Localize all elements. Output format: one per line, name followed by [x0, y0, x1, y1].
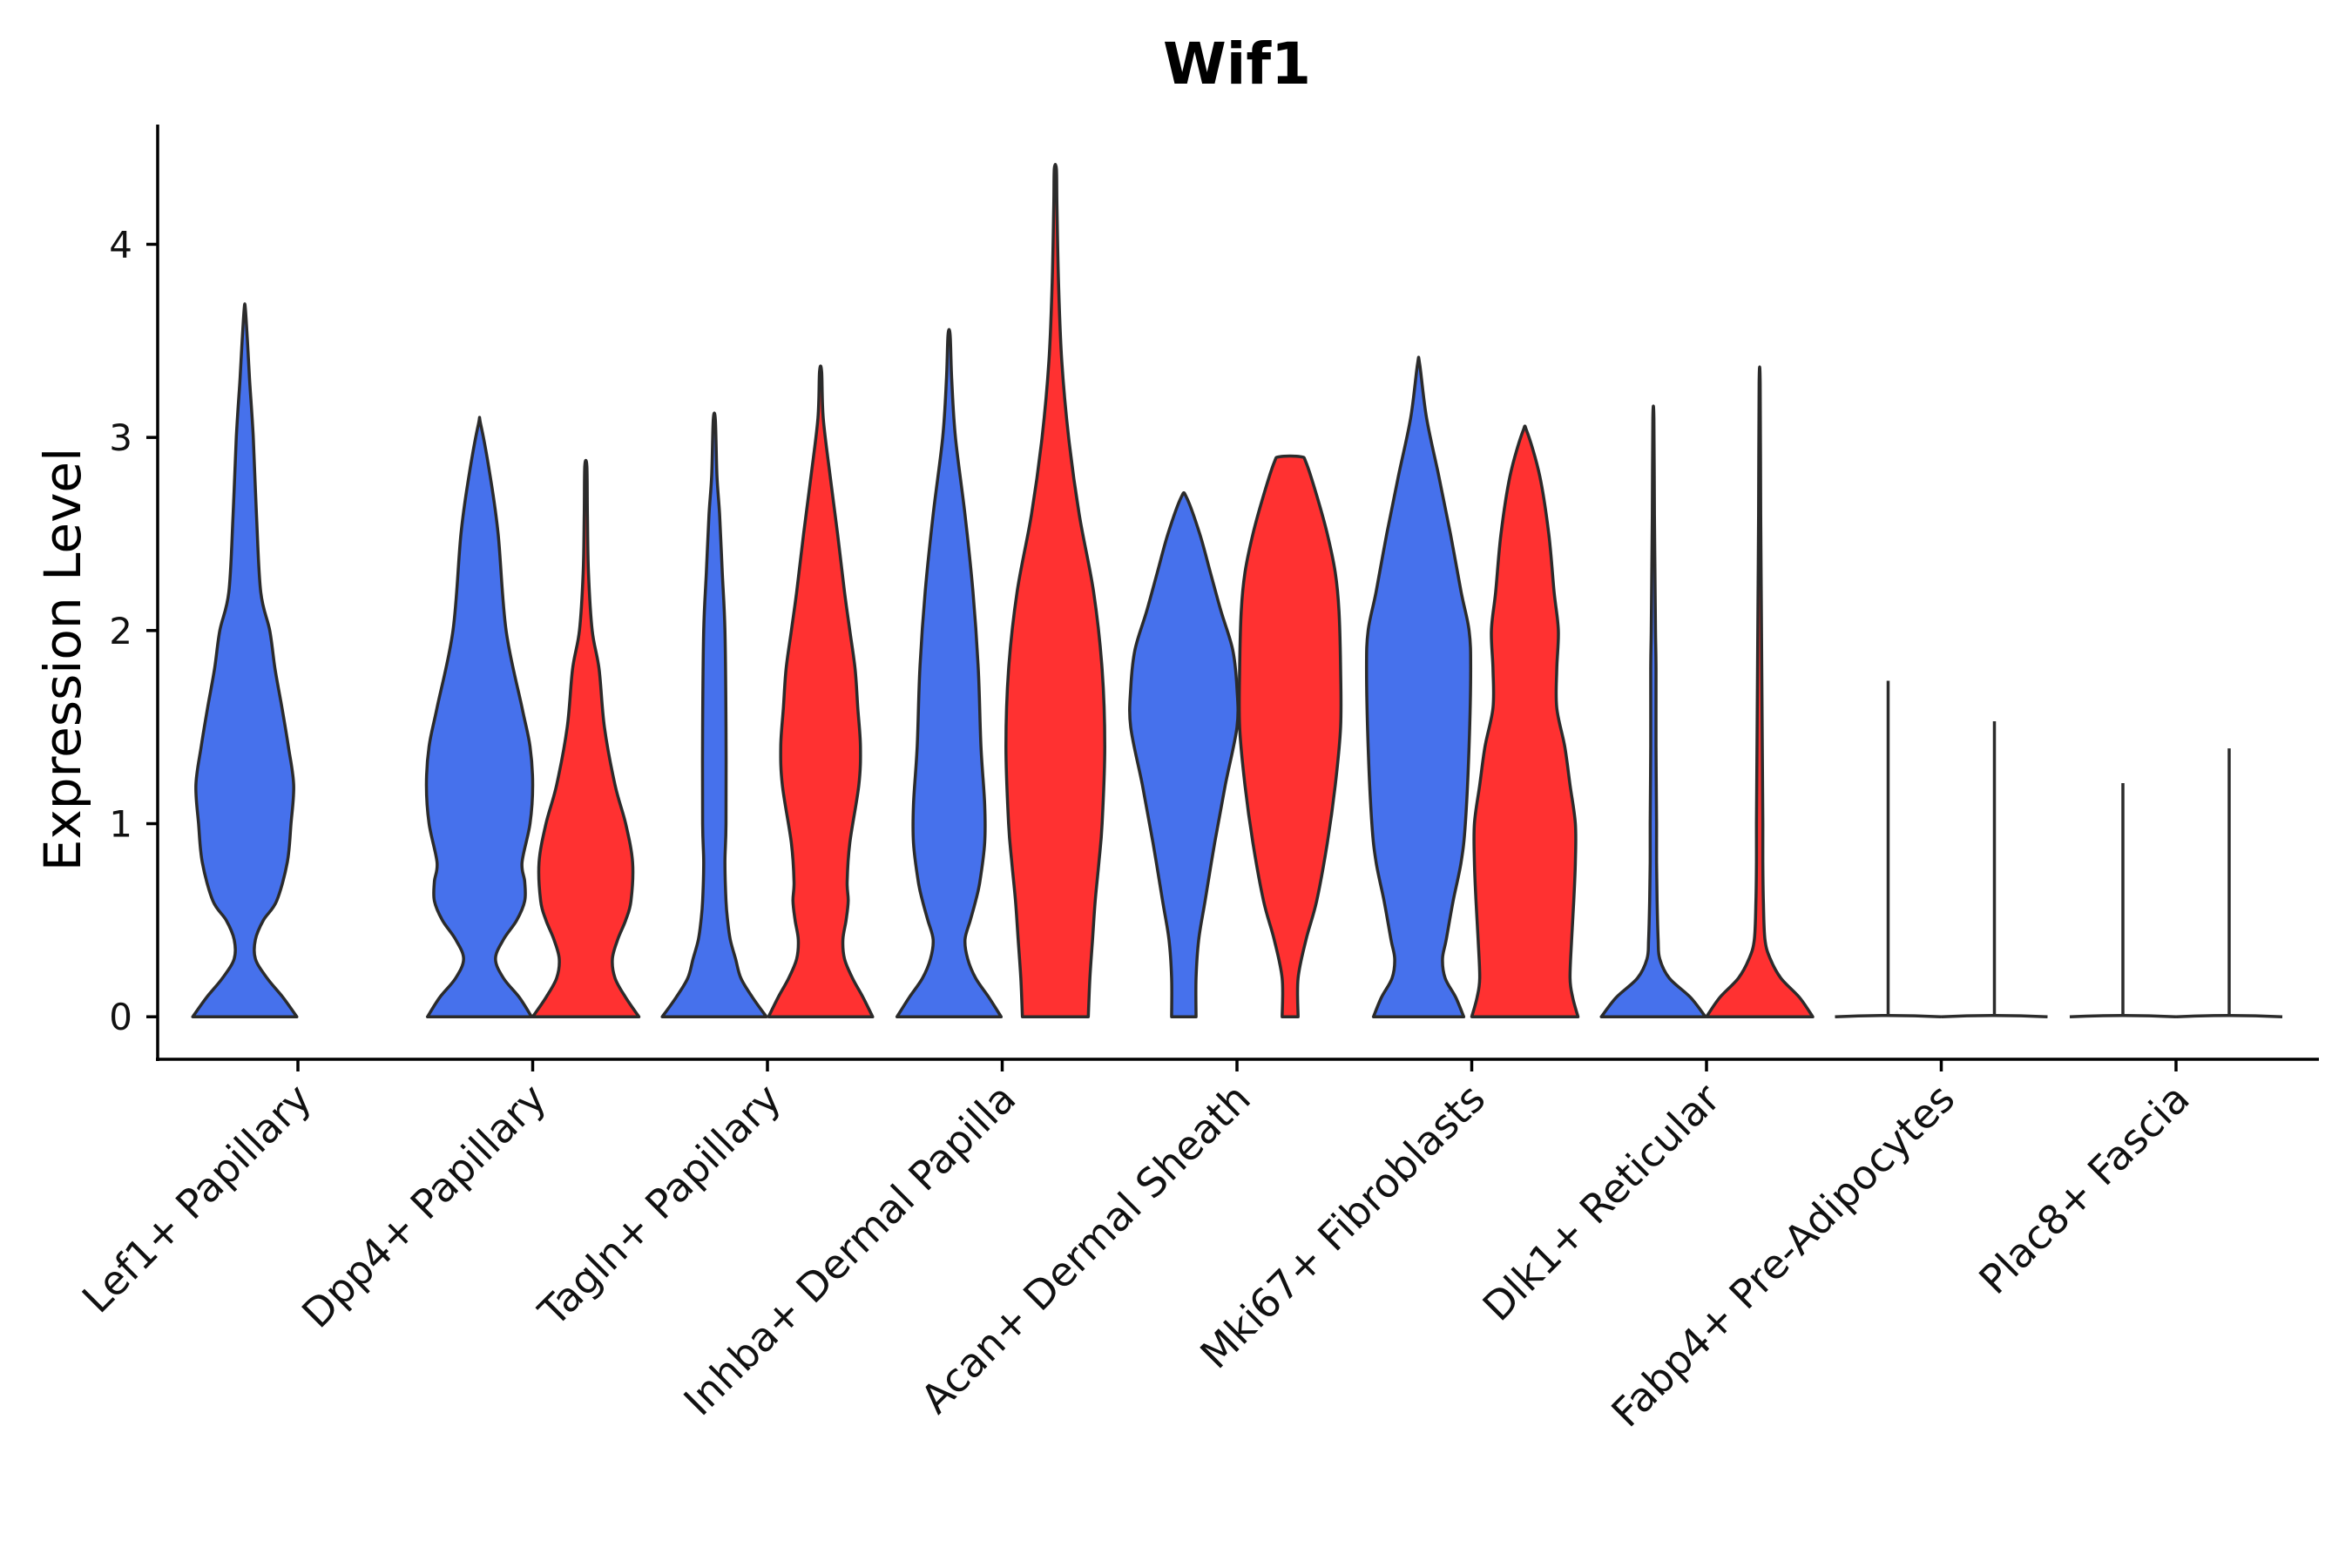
y-tick-label: 2 — [109, 610, 132, 652]
violin — [2069, 782, 2177, 1018]
violin — [191, 302, 299, 1018]
x-tick-label: Dpp4+ Papillary — [293, 1075, 555, 1337]
violin — [1941, 721, 2048, 1018]
violin — [531, 458, 641, 1018]
violin — [424, 416, 535, 1018]
y-tick-label: 3 — [109, 416, 132, 459]
violin — [1599, 404, 1707, 1018]
y-tick-label: 4 — [109, 223, 132, 266]
violin — [1004, 162, 1106, 1018]
violins — [191, 162, 2283, 1018]
violin — [1470, 424, 1580, 1018]
y-axis-label: Expression Level — [33, 448, 92, 871]
violin — [1364, 355, 1473, 1018]
x-tick-label: Tagln+ Papillary — [529, 1075, 790, 1336]
x-tick-label: Dlk1+ Reticular — [1474, 1075, 1729, 1330]
y-tick-label: 0 — [109, 996, 132, 1038]
y-ticks: 0 1 2 3 4 — [109, 223, 158, 1038]
violin — [1835, 680, 1942, 1018]
chart-title: Wif1 — [1163, 30, 1311, 98]
violin — [660, 411, 768, 1018]
violin — [2175, 748, 2283, 1018]
violin — [1237, 454, 1343, 1018]
x-tick-label: Plac8+ Fascia — [1970, 1075, 2198, 1303]
violin — [1128, 490, 1240, 1018]
violin — [1705, 365, 1815, 1018]
y-tick-label: 1 — [109, 803, 132, 846]
violin — [767, 364, 875, 1018]
x-tick-label: Lef1+ Papillary — [73, 1075, 321, 1322]
violin — [895, 328, 1004, 1018]
